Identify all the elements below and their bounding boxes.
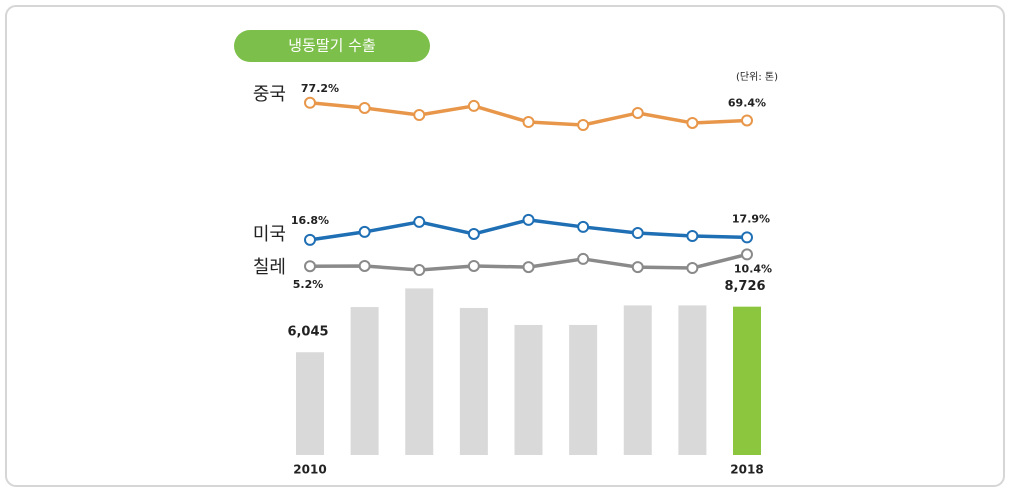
bar-value-label: 8,726 (724, 279, 765, 294)
series-point (577, 252, 590, 265)
series-point (741, 114, 753, 127)
bar (623, 305, 652, 455)
series-point (467, 99, 480, 112)
series-point (577, 119, 590, 132)
series-point (413, 215, 426, 228)
bar-value-label: 6,045 (287, 325, 328, 340)
series-point (686, 230, 699, 243)
point-value-label: 10.4% (734, 262, 772, 275)
frame (5, 5, 1005, 487)
series-point (631, 106, 644, 119)
bar (459, 307, 488, 455)
bar (569, 324, 598, 455)
series-name: 칠레 (253, 257, 286, 278)
x-tick-label: 2010 (293, 463, 326, 477)
series-point (358, 259, 371, 272)
series-point (358, 101, 371, 114)
series-point (413, 264, 426, 277)
point-value-label: 77.2% (301, 82, 339, 95)
series-point (686, 116, 699, 129)
series-point (467, 227, 480, 240)
series-point (304, 233, 316, 246)
series-name: 미국 (253, 224, 286, 245)
series-point (358, 225, 371, 238)
bar (514, 324, 543, 455)
series-name: 중국 (253, 84, 286, 105)
bar (733, 306, 761, 455)
point-value-label: 69.4% (728, 96, 766, 109)
unit-note: (단위: 톤) (736, 70, 778, 83)
bar (350, 307, 379, 455)
series-point (467, 259, 480, 272)
x-tick-label: 2018 (730, 463, 763, 477)
bar (678, 305, 707, 455)
series-point (522, 116, 535, 129)
bar (405, 288, 434, 455)
series-point (304, 260, 316, 273)
chart-title: 냉동딸기 수출 (288, 37, 376, 55)
point-value-label: 5.2% (293, 278, 324, 291)
point-value-label: 16.8% (291, 214, 329, 227)
series-point (741, 248, 753, 261)
series-point (522, 261, 535, 274)
series-point (631, 261, 644, 274)
title-pill (234, 30, 430, 62)
series-point (741, 231, 753, 244)
series-point (304, 96, 316, 109)
series-point (631, 227, 644, 240)
series-point (577, 220, 590, 233)
series-point (413, 109, 426, 122)
series-point (522, 213, 535, 226)
series-point (686, 262, 699, 275)
point-value-label: 17.9% (732, 212, 770, 225)
bar (296, 352, 324, 455)
